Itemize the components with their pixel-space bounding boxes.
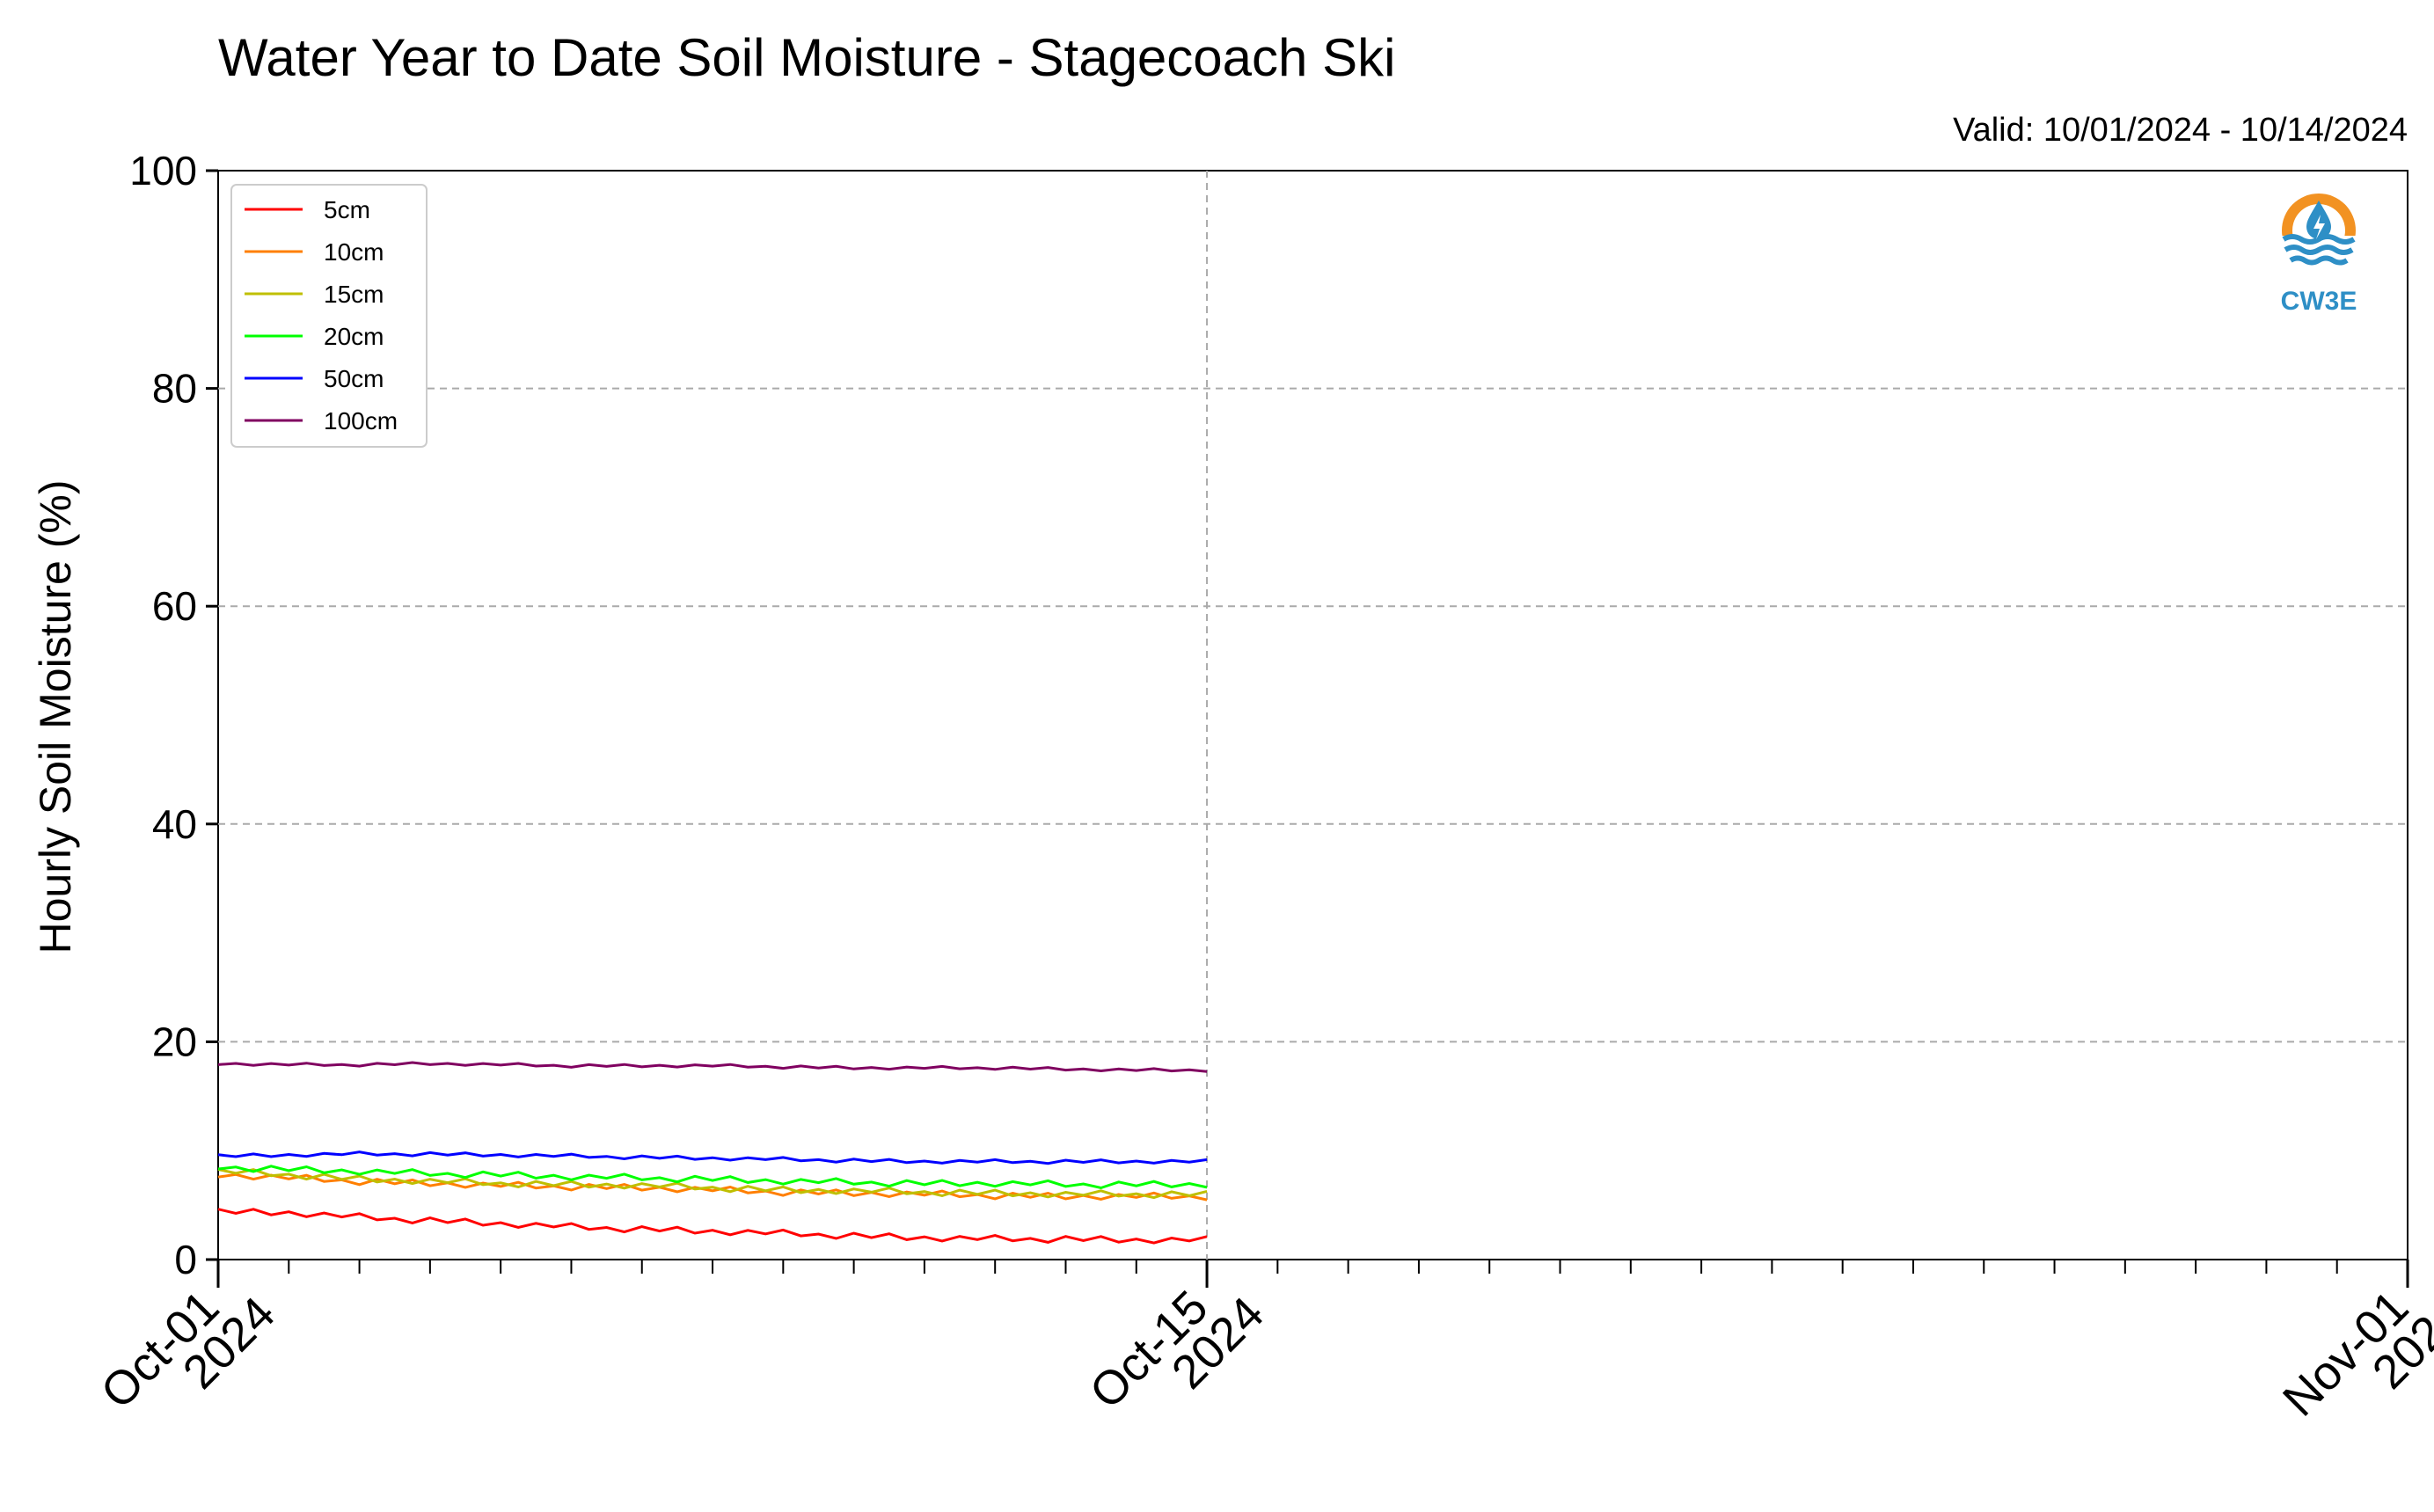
- grid-lines: [218, 171, 2408, 1260]
- legend-label-10cm: 10cm: [324, 238, 384, 266]
- series-lines: [217, 1061, 1208, 1245]
- series-line-15cm: [217, 1168, 1208, 1200]
- y-tick-label: 80: [152, 366, 197, 412]
- valid-date-range: Valid: 10/01/2024 - 10/14/2024: [1953, 112, 2408, 149]
- legend-label-20cm: 20cm: [324, 323, 384, 350]
- series-line-5cm: [217, 1208, 1208, 1245]
- logo-text: CW3E: [2281, 287, 2357, 316]
- cw3e-logo: CW3E: [2280, 194, 2357, 316]
- y-tick-label: 100: [129, 148, 197, 194]
- plot-area: [217, 170, 2408, 1260]
- lightning-icon: [2313, 215, 2325, 239]
- y-tick-label: 0: [174, 1237, 197, 1282]
- series-line-20cm: [217, 1165, 1208, 1190]
- y-tick-label: 60: [152, 583, 197, 629]
- y-tick-label: 20: [152, 1019, 197, 1064]
- legend-label-50cm: 50cm: [324, 365, 384, 392]
- legend: 5cm 10cm 15cm 20cm 50cm 100cm: [230, 184, 428, 448]
- y-axis-label: Hourly Soil Moisture (%): [31, 479, 80, 953]
- series-line-50cm: [217, 1150, 1208, 1165]
- series-line-100cm: [217, 1061, 1208, 1073]
- legend-label-100cm: 100cm: [324, 407, 398, 435]
- legend-label-15cm: 15cm: [324, 281, 384, 308]
- legend-label-5cm: 5cm: [324, 196, 370, 223]
- y-tick-label: 40: [152, 801, 197, 847]
- chart-title: Water Year to Date Soil Moisture - Stage…: [218, 28, 1395, 87]
- y-axis-ticks: 0 20 40 60 80 100: [129, 148, 218, 1282]
